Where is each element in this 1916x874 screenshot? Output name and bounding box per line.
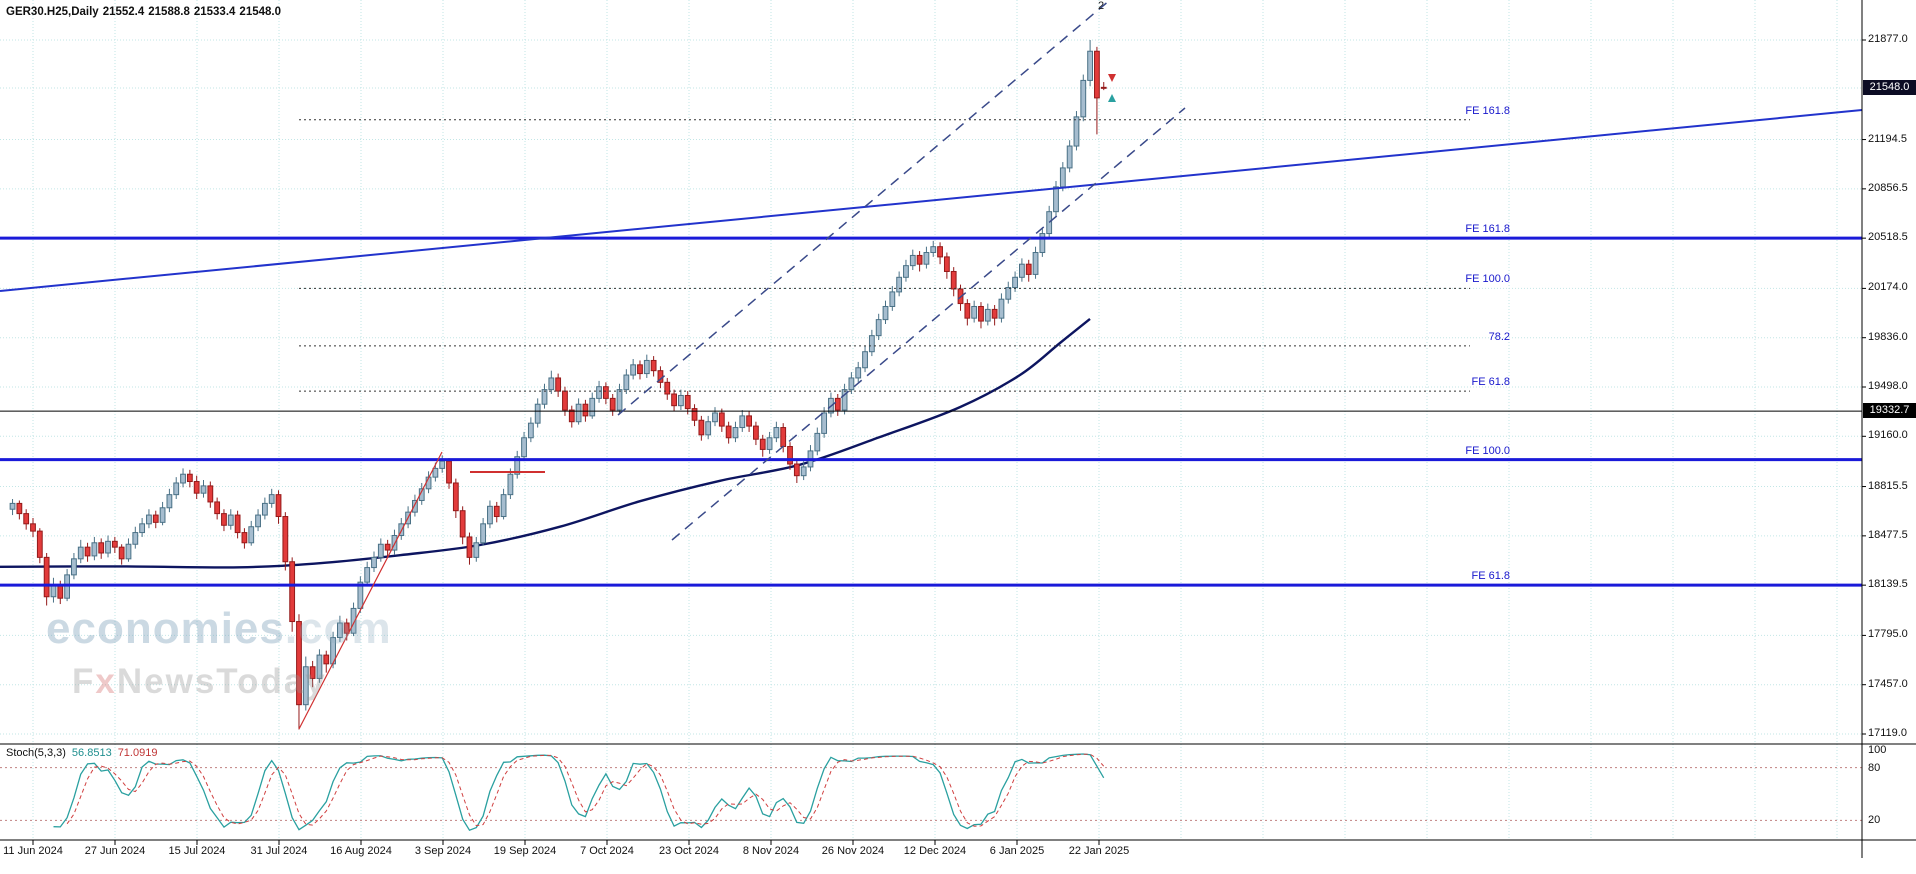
date-axis-label: 3 Sep 2024 [414,845,472,857]
symbol-quote: GER30.H25,Daily 21552.4 21588.8 21533.4 2154… [6,6,285,18]
price-axis-label: 20518.5 [1868,231,1908,243]
date-axis-label: 15 Jul 2024 [168,845,226,857]
date-axis-label: 27 Jun 2024 [84,845,146,857]
stoch-main-value: 56.8513 [71,747,112,759]
fib-label-1: FE 161.8 [1465,223,1510,235]
price-axis-label: 18477.5 [1868,529,1908,541]
stoch-axis-label: 80 [1868,762,1881,774]
stoch-axis-label: 20 [1868,814,1881,826]
symbol-name: GER30.H25,Daily [6,6,99,18]
price-axis-label: 19160.0 [1868,429,1908,441]
fib-label-3: 78.2 [1488,331,1510,343]
price-axis-label: 19836.0 [1868,331,1908,343]
horizontal-line-price-badge: 19332.7 [1863,403,1916,418]
fib-label-0: FE 161.8 [1465,105,1510,117]
fib-label-5: FE 100.0 [1465,445,1510,457]
fibonacci-lines [0,119,1862,587]
price-axis-label: 18139.5 [1868,578,1908,590]
date-axis-label: 7 Oct 2024 [580,845,634,857]
current-price-badge: 21548.0 [1863,80,1916,95]
price-axis-label: 18815.5 [1868,480,1908,492]
price-axis-label: 19498.0 [1868,380,1908,392]
price-axis-label: 20174.0 [1868,281,1908,293]
price-axis-label: 21194.5 [1868,133,1907,145]
quote-low: 21533.4 [193,6,236,18]
price-axis-label: 17795.0 [1868,628,1908,640]
candlestick-series [9,40,1107,730]
date-axis-label: 31 Jul 2024 [250,845,308,857]
fib-label-2: FE 100.0 [1465,273,1510,285]
date-axis-label: 26 Nov 2024 [821,845,885,857]
trend-lines [0,0,1863,730]
date-axis-label: 19 Sep 2024 [493,845,557,857]
date-axis-label: 12 Dec 2024 [903,845,967,857]
grid [0,0,1862,840]
price-axis-label: 17457.0 [1868,678,1908,690]
date-axis-label: 16 Aug 2024 [330,845,392,857]
date-axis-label: 8 Nov 2024 [742,845,800,857]
date-axis-label: 23 Oct 2024 [659,845,719,857]
trade-arrows [1108,74,1116,102]
fib-label-4: FE 61.8 [1471,376,1510,388]
stoch-name: Stoch(5,3,3) [6,747,66,759]
date-axis-label: 6 Jan 2025 [989,845,1045,857]
stoch-signal-value: 71.0919 [117,747,158,759]
moving-average-line [0,317,1091,569]
stochastic-label: Stoch(5,3,3) 56.8513 71.0919 [6,747,157,759]
quote-high: 21588.8 [148,6,190,18]
wave-count-label: 2 [1098,0,1105,12]
quote-close: 21548.0 [239,6,281,18]
price-axis-label: 20856.5 [1868,182,1908,194]
quote-open: 21552.4 [102,6,145,18]
price-axis-label: 17119.0 [1868,727,1907,739]
stochastic-pane [0,753,1862,831]
stoch-axis-label: 100 [1868,744,1887,756]
date-axis-label: 22 Jan 2025 [1068,845,1130,857]
price-axis-label: 21877.0 [1868,33,1908,45]
date-axis-label: 11 Jun 2024 [3,845,63,857]
fib-label-6: FE 61.8 [1471,570,1510,582]
